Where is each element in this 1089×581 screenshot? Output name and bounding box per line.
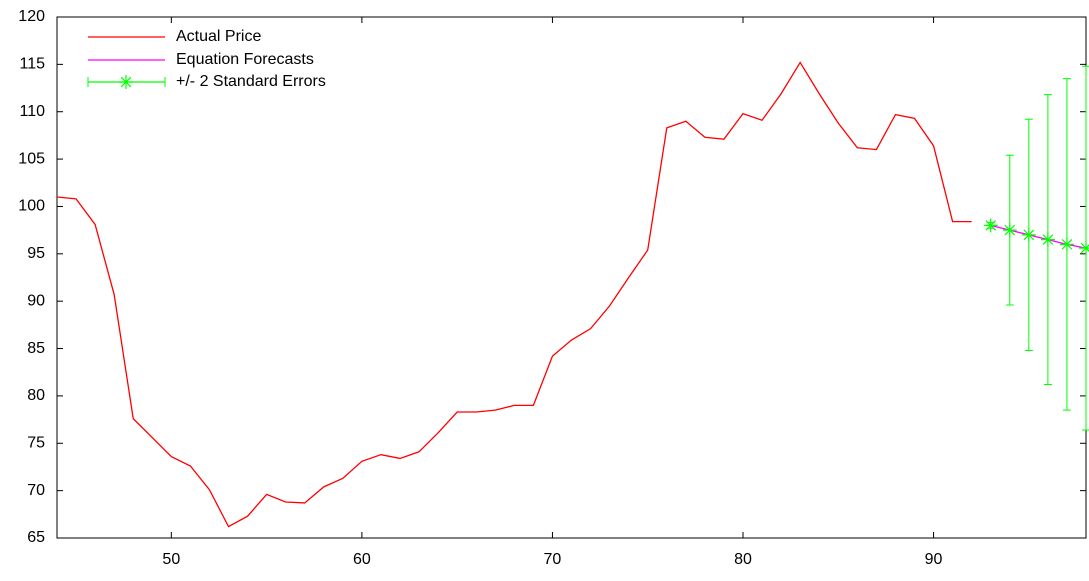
- x-tick-label: 50: [162, 551, 180, 568]
- legend-label: Actual Price: [176, 28, 261, 45]
- y-tick-label: 85: [27, 340, 45, 357]
- y-tick-label: 120: [18, 8, 45, 25]
- y-tick-label: 90: [27, 292, 45, 309]
- forecast-star: [1040, 232, 1055, 247]
- series-line: [56, 61, 972, 528]
- y-tick-label: 75: [27, 434, 45, 451]
- legend-caps: [87, 77, 166, 87]
- x-tick-label: 60: [353, 551, 371, 568]
- y-tick-label: 65: [27, 529, 45, 546]
- y-tick-label: 100: [18, 198, 45, 215]
- plot-frame: [56, 16, 1087, 539]
- forecast-star: [1059, 237, 1074, 252]
- x-tick-label: 90: [925, 551, 943, 568]
- x-tick-label: 70: [544, 551, 562, 568]
- forecast-star: [1002, 223, 1017, 238]
- y-tick-label: 110: [19, 103, 45, 120]
- x-tick-label: 80: [734, 551, 752, 568]
- legend-star: [119, 75, 133, 89]
- y-tick-label: 95: [27, 245, 45, 262]
- y-tick-label: 70: [27, 482, 45, 499]
- forecast-star: [1021, 227, 1036, 242]
- legend-label: +/- 2 Standard Errors: [176, 73, 326, 90]
- legend-label: Equation Forecasts: [176, 51, 314, 68]
- y-tick-label: 80: [27, 387, 45, 404]
- y-tick-label: 105: [18, 150, 45, 167]
- forecast-star: [1079, 241, 1089, 256]
- forecast-star: [983, 218, 998, 233]
- series-line: [990, 224, 1087, 249]
- y-tick-label: 115: [19, 56, 45, 73]
